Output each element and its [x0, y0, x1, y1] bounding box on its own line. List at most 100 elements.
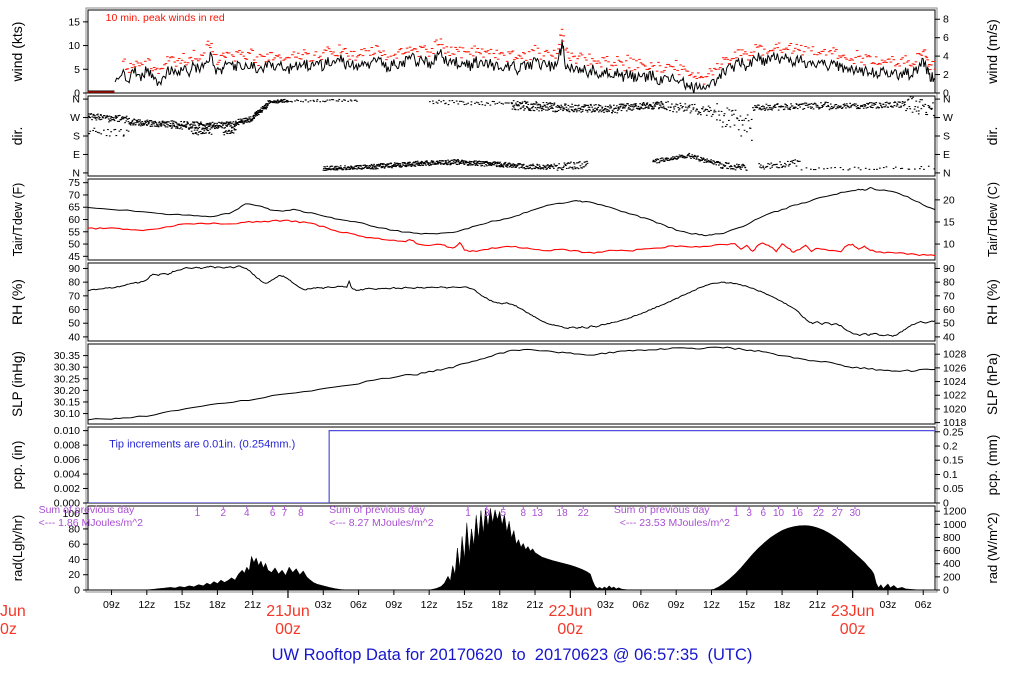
- scatter-dot: [240, 121, 242, 123]
- scatter-dot: [487, 163, 490, 165]
- scatter-dot: [896, 104, 899, 106]
- scatter-dot: [209, 122, 211, 124]
- scatter-dot: [169, 123, 172, 125]
- scatter-dot: [502, 165, 504, 167]
- scatter-dot: [244, 119, 247, 121]
- scatter-dot: [496, 162, 499, 164]
- scatter-dot: [455, 100, 458, 102]
- scatter-dot: [538, 107, 541, 109]
- scatter-dot: [814, 169, 817, 171]
- x-hour-label: 21z: [527, 599, 544, 611]
- scatter-dot: [871, 104, 873, 106]
- scatter-dot: [322, 100, 324, 102]
- scatter-dot: [720, 110, 723, 112]
- scatter-dot: [862, 107, 865, 109]
- scatter-dot: [525, 102, 528, 104]
- scatter-dot: [489, 163, 492, 165]
- scatter-dot: [196, 127, 198, 129]
- scatter-dot: [467, 164, 470, 166]
- scatter-dot: [445, 102, 447, 104]
- scatter-dot: [221, 121, 223, 123]
- scatter-dot: [135, 122, 137, 124]
- scatter-dot: [869, 102, 871, 104]
- scatter-dot: [537, 103, 540, 105]
- scatter-dot: [821, 105, 824, 107]
- scatter-dot: [575, 167, 577, 169]
- scatter-dot: [224, 127, 226, 129]
- scatter-dot: [363, 166, 366, 168]
- rh-right-axis-title: RH (%): [984, 279, 1000, 325]
- scatter-dot: [927, 105, 930, 107]
- scatter-dot: [228, 122, 230, 124]
- scatter-dot: [587, 106, 590, 108]
- scatter-dot: [760, 164, 762, 166]
- scatter-dot: [263, 107, 266, 109]
- scatter-dot: [709, 107, 711, 109]
- scatter-dot: [366, 167, 368, 169]
- scatter-dot: [243, 122, 245, 124]
- scatter-dot: [106, 115, 108, 117]
- scatter-dot: [281, 99, 283, 101]
- scatter-dot: [734, 166, 737, 168]
- scatter-dot: [767, 109, 769, 111]
- scatter-dot: [358, 167, 361, 169]
- scatter-dot: [551, 106, 553, 108]
- scatter-dot: [379, 164, 382, 166]
- scatter-dot: [890, 105, 893, 107]
- scatter-dot: [721, 166, 724, 168]
- scatter-dot: [201, 127, 204, 129]
- scatter-dot: [879, 167, 881, 169]
- scatter-dot: [561, 106, 564, 108]
- scatter-dot: [558, 167, 560, 169]
- scatter-dot: [542, 164, 545, 166]
- scatter-dot: [713, 163, 715, 165]
- x-day-label: 00z: [840, 621, 866, 638]
- scatter-dot: [218, 125, 221, 127]
- scatter-dot: [894, 166, 897, 168]
- scatter-dot: [704, 159, 706, 161]
- scatter-dot: [210, 133, 213, 135]
- scatter-dot: [394, 163, 397, 165]
- scatter-dot: [578, 110, 581, 112]
- scatter-dot: [128, 122, 131, 124]
- scatter-dot: [710, 159, 712, 161]
- scatter-dot: [462, 160, 465, 162]
- scatter-dot: [898, 106, 900, 108]
- scatter-dot: [170, 127, 173, 129]
- wind-left-tick-label: 5: [74, 64, 80, 76]
- scatter-dot: [659, 104, 662, 106]
- scatter-dot: [538, 167, 540, 169]
- scatter-dot: [546, 106, 548, 108]
- scatter-dot: [215, 126, 218, 128]
- scatter-dot: [462, 160, 464, 162]
- scatter-dot: [688, 152, 691, 154]
- scatter-dot: [712, 113, 714, 115]
- rad-sum-tick-label: 22: [813, 508, 825, 519]
- scatter-dot: [100, 114, 102, 116]
- scatter-dot: [776, 103, 779, 105]
- scatter-dot: [381, 164, 384, 166]
- tair-left-tick-label: 65: [68, 202, 80, 214]
- tair-left-tick-label: 45: [68, 251, 80, 263]
- scatter-dot: [96, 117, 99, 119]
- scatter-dot: [131, 120, 134, 122]
- scatter-dot: [200, 121, 202, 123]
- scatter-dot: [700, 114, 702, 116]
- scatter-dot: [701, 159, 703, 161]
- scatter-dot: [187, 123, 189, 125]
- scatter-dot: [496, 102, 499, 104]
- scatter-dot: [149, 125, 152, 127]
- rad-sum-tick-label: 18: [557, 508, 569, 519]
- scatter-dot: [478, 103, 481, 105]
- scatter-dot: [631, 106, 634, 108]
- scatter-dot: [167, 124, 169, 126]
- scatter-dot: [530, 107, 533, 109]
- x-hour-label: 06z: [350, 599, 367, 611]
- scatter-dot: [753, 109, 756, 111]
- wind-right-axis-title: wind (m/s): [984, 19, 1000, 85]
- pcp-left-tick-label: 0.006: [54, 454, 80, 466]
- scatter-dot: [722, 164, 725, 166]
- scatter-dot: [788, 107, 791, 109]
- scatter-dot: [870, 106, 872, 108]
